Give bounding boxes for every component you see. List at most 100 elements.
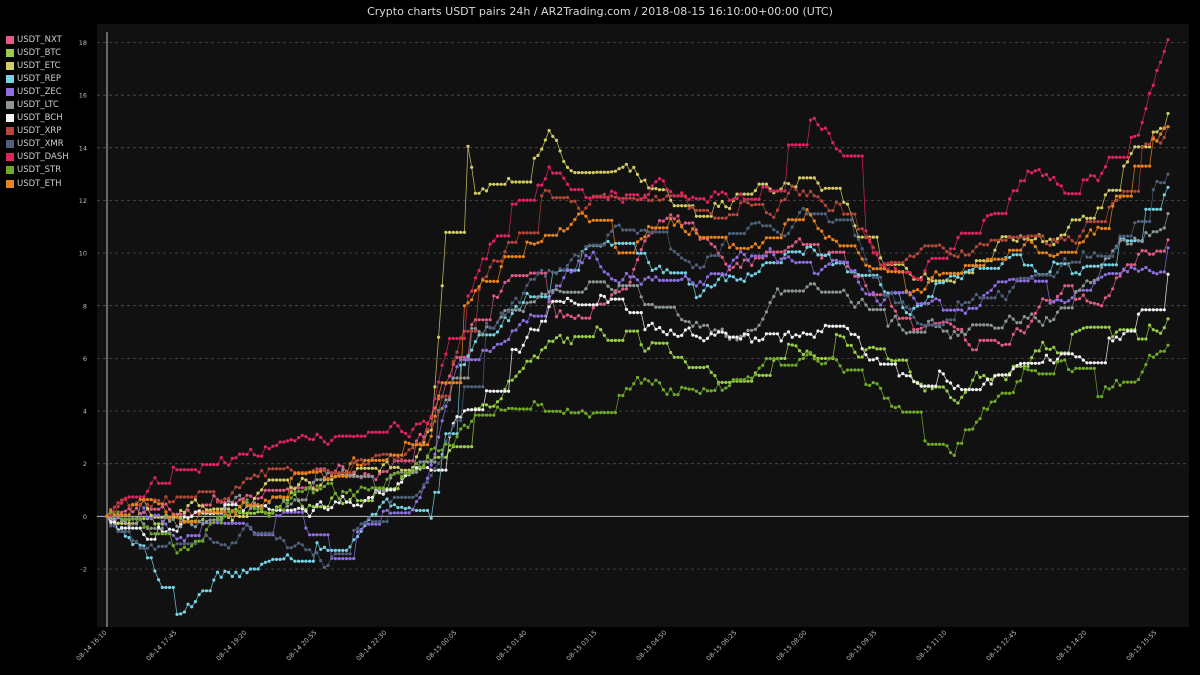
data-point bbox=[392, 488, 396, 492]
data-point bbox=[724, 216, 728, 220]
data-point bbox=[871, 251, 875, 255]
data-point bbox=[1026, 364, 1030, 368]
data-point bbox=[669, 305, 673, 309]
series-usdt-dash bbox=[105, 38, 1170, 519]
data-point bbox=[348, 462, 352, 466]
data-point bbox=[1030, 171, 1034, 175]
data-point bbox=[131, 510, 135, 514]
data-point bbox=[842, 218, 846, 222]
data-point bbox=[647, 186, 651, 190]
data-point bbox=[720, 255, 724, 259]
data-point bbox=[484, 389, 489, 393]
data-point bbox=[510, 255, 514, 259]
data-point bbox=[853, 154, 857, 158]
data-point bbox=[912, 379, 916, 383]
data-point bbox=[635, 284, 640, 288]
data-point bbox=[1022, 263, 1026, 267]
data-point bbox=[451, 432, 455, 436]
data-point bbox=[407, 472, 411, 476]
data-point bbox=[363, 486, 367, 490]
data-point bbox=[433, 414, 437, 418]
data-point bbox=[374, 466, 378, 470]
data-point bbox=[300, 559, 304, 563]
data-point bbox=[691, 324, 695, 328]
data-point bbox=[400, 474, 404, 478]
data-point bbox=[1033, 279, 1037, 283]
data-point bbox=[267, 511, 271, 515]
data-point bbox=[621, 338, 625, 342]
data-point bbox=[285, 495, 290, 499]
data-point bbox=[359, 522, 363, 526]
data-point bbox=[260, 454, 264, 458]
data-point bbox=[915, 327, 920, 332]
data-point bbox=[425, 443, 430, 447]
data-point bbox=[518, 180, 522, 184]
data-point bbox=[665, 216, 669, 220]
data-point bbox=[326, 468, 330, 473]
data-point bbox=[1081, 326, 1085, 330]
data-point bbox=[720, 330, 724, 334]
data-point bbox=[595, 303, 599, 307]
data-point bbox=[315, 533, 319, 537]
data-point bbox=[683, 319, 688, 323]
data-point bbox=[1081, 288, 1085, 292]
data-point bbox=[1026, 169, 1030, 173]
data-point bbox=[1118, 337, 1122, 341]
data-point bbox=[1078, 355, 1082, 359]
data-point bbox=[1136, 377, 1141, 382]
data-point bbox=[720, 235, 724, 239]
data-point bbox=[580, 188, 584, 192]
data-point bbox=[812, 354, 816, 358]
data-point bbox=[370, 466, 374, 470]
data-point bbox=[886, 270, 890, 274]
data-point bbox=[422, 438, 426, 442]
data-point bbox=[282, 557, 286, 561]
data-point bbox=[551, 270, 555, 274]
data-point bbox=[153, 513, 157, 517]
data-point bbox=[908, 410, 912, 414]
data-point bbox=[897, 404, 901, 409]
data-point bbox=[1011, 364, 1015, 368]
data-point bbox=[204, 589, 209, 593]
data-point bbox=[599, 265, 603, 269]
data-point bbox=[761, 337, 765, 341]
data-point bbox=[617, 297, 621, 301]
data-point bbox=[367, 458, 371, 462]
data-point bbox=[168, 541, 172, 545]
data-point bbox=[993, 257, 997, 261]
data-point bbox=[1026, 361, 1030, 365]
data-point bbox=[562, 411, 566, 415]
data-point bbox=[820, 199, 824, 203]
data-point bbox=[971, 263, 975, 268]
data-point bbox=[565, 296, 570, 300]
data-point bbox=[709, 214, 713, 218]
data-point bbox=[985, 378, 990, 382]
data-point bbox=[1052, 372, 1056, 376]
data-point bbox=[1114, 194, 1118, 198]
data-point bbox=[514, 304, 518, 308]
data-point bbox=[1041, 279, 1045, 283]
data-point bbox=[996, 326, 1001, 330]
data-point bbox=[930, 256, 934, 260]
data-point bbox=[845, 264, 850, 268]
data-point bbox=[1085, 264, 1089, 268]
data-point bbox=[635, 329, 640, 333]
data-point bbox=[1037, 168, 1041, 172]
data-point bbox=[249, 506, 253, 511]
data-point bbox=[540, 147, 544, 151]
data-point bbox=[1033, 369, 1037, 373]
data-point bbox=[805, 332, 809, 336]
data-point bbox=[786, 143, 791, 147]
data-point bbox=[1100, 395, 1104, 399]
data-point bbox=[978, 296, 982, 300]
data-point bbox=[676, 271, 680, 275]
data-point bbox=[904, 257, 909, 262]
legend-swatch bbox=[6, 166, 14, 175]
data-point bbox=[260, 531, 264, 535]
data-point bbox=[967, 388, 971, 392]
data-point bbox=[532, 198, 536, 202]
data-point bbox=[374, 486, 378, 490]
data-point bbox=[753, 202, 758, 207]
data-point bbox=[705, 336, 710, 340]
data-point bbox=[551, 171, 555, 175]
